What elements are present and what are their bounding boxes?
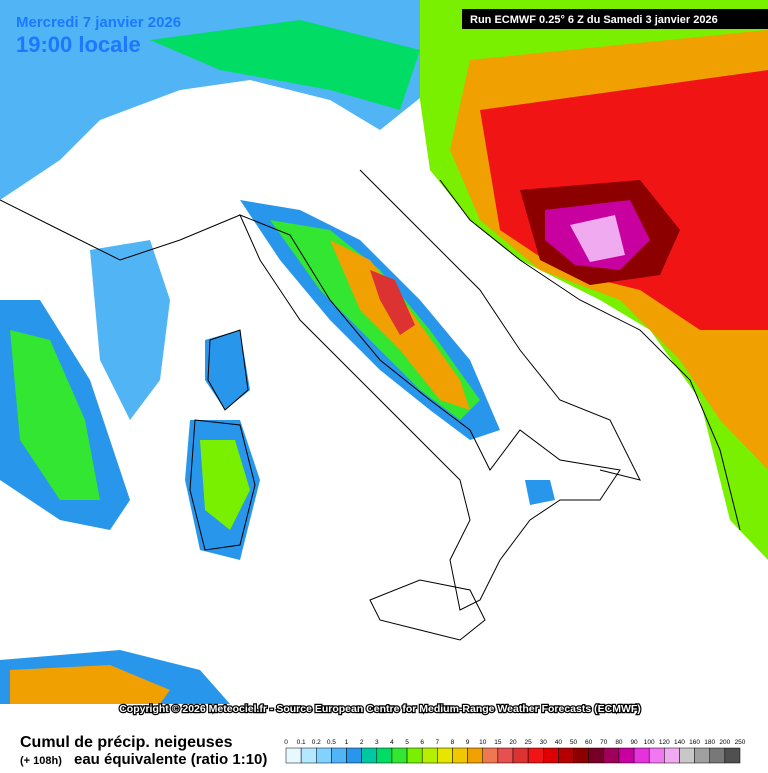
legend-label: 20 [509, 739, 517, 746]
legend-swatch [331, 747, 347, 764]
legend-label: 250 [735, 739, 746, 746]
legend-label: 50 [570, 739, 578, 746]
legend-swatch [406, 747, 423, 764]
legend-label: 0.1 [297, 739, 306, 746]
legend-label: 3 [375, 739, 379, 746]
legend-swatch [603, 747, 620, 764]
legend-swatch [664, 747, 680, 764]
legend-label: 1 [345, 739, 349, 746]
legend-title: Cumul de précip. neigeuses [20, 734, 233, 751]
legend-lead: (+ 108h) [20, 755, 62, 767]
copyright: Copyright © 2026 Meteociel.fr - Source E… [119, 703, 641, 715]
legend-swatch [709, 747, 726, 764]
legend-label: 15 [494, 739, 502, 746]
legend-label: 30 [540, 739, 548, 746]
legend-swatch [421, 747, 438, 764]
legend-swatch [391, 747, 408, 764]
legend-swatch [633, 747, 650, 764]
legend-label: 6 [420, 739, 424, 746]
legend-label: 80 [615, 739, 623, 746]
legend-subtitle: eau équivalente (ratio 1:10) [74, 751, 267, 768]
legend-label: 60 [585, 739, 593, 746]
legend-label: 8 [451, 739, 455, 746]
legend-swatch [467, 747, 483, 764]
legend-label: 160 [689, 739, 700, 746]
legend-swatch [346, 747, 362, 764]
legend-label: 100 [644, 739, 655, 746]
legend-swatch [543, 747, 559, 764]
legend-swatch [512, 747, 529, 764]
run-info: Run ECMWF 0.25° 6 Z du Samedi 3 janvier … [470, 14, 718, 26]
legend-swatch [376, 747, 393, 764]
legend-swatch [573, 747, 589, 764]
legend-label: 0.5 [327, 739, 336, 746]
legend-swatch [482, 747, 499, 764]
legend-swatch [316, 747, 332, 764]
legend-swatch [361, 747, 378, 764]
legend-label: 180 [704, 739, 715, 746]
legend-label: 7 [436, 739, 440, 746]
legend-label: 200 [719, 739, 730, 746]
legend-label: 5 [405, 739, 409, 746]
legend-swatch [300, 747, 317, 764]
legend-swatch [437, 747, 453, 764]
legend-swatch [452, 747, 468, 764]
legend-swatch [724, 747, 741, 764]
legend-label: 70 [600, 739, 608, 746]
legend-swatch [558, 747, 574, 764]
legend-swatch [679, 747, 695, 764]
legend-label: 90 [630, 739, 638, 746]
legend-label: 9 [466, 739, 470, 746]
legend-label: 2 [360, 739, 364, 746]
legend-swatch [497, 747, 514, 764]
coastlines [0, 169, 741, 641]
legend-label: 140 [674, 739, 685, 746]
legend-swatch [648, 747, 665, 764]
precip-field [0, 0, 768, 704]
legend-swatch [694, 747, 710, 764]
legend-swatch [527, 747, 544, 764]
run-box [462, 9, 768, 29]
legend-label: 120 [659, 739, 670, 746]
forecast-time: 19:00 locale [16, 32, 141, 57]
legend-label: 0 [284, 739, 288, 746]
legend-label: 40 [555, 739, 563, 746]
legend-label: 0.2 [312, 739, 321, 746]
legend-swatch [285, 747, 302, 764]
legend-scale: 0 0.1 0.2 0.5 1 2 3 4 5 6 7 8 9 10 15 20 25 30 40 50 60 70 80 9… [284, 739, 746, 764]
legend-swatch [618, 747, 635, 764]
legend-label: 25 [525, 739, 533, 746]
legend-swatch [588, 747, 605, 764]
legend-label: 10 [479, 739, 487, 746]
legend-label: 4 [390, 739, 394, 746]
forecast-date: Mercredi 7 janvier 2026 [16, 14, 181, 31]
